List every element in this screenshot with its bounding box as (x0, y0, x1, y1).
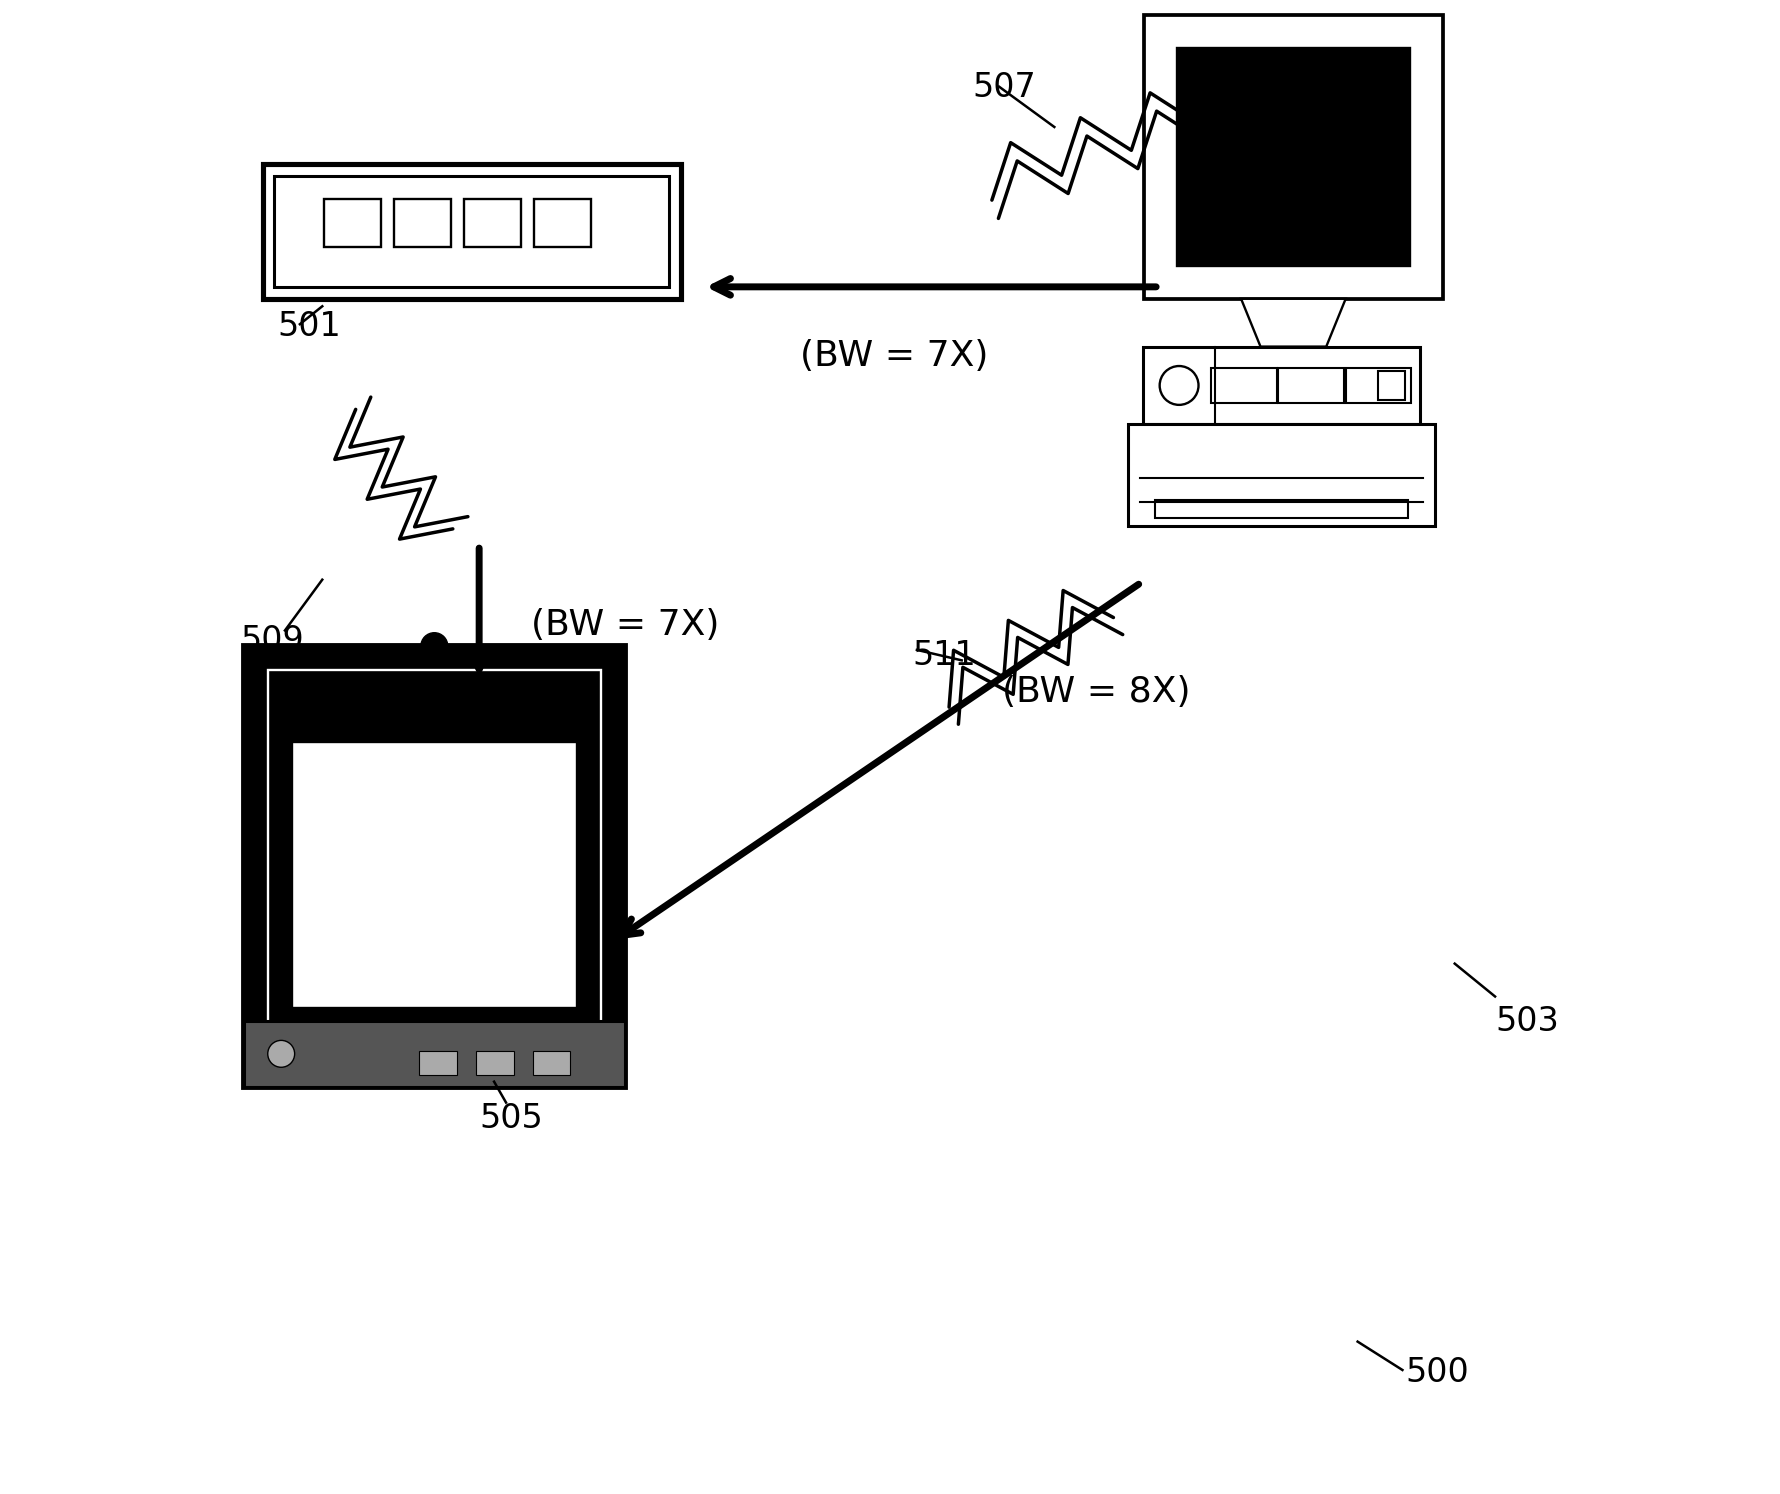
Bar (1145, 15, 1444, 299)
Text: (BW = 7X): (BW = 7X) (801, 339, 988, 374)
Text: 505: 505 (479, 1103, 543, 1135)
Bar (532, 1052, 570, 1076)
Circle shape (267, 1040, 295, 1067)
Bar (1177, 48, 1410, 266)
Bar (1143, 347, 1420, 424)
Text: (BW = 7X): (BW = 7X) (532, 608, 719, 642)
Bar (1155, 500, 1408, 518)
Bar (1378, 371, 1404, 400)
Bar (1346, 368, 1412, 403)
Text: 500: 500 (1406, 1357, 1468, 1389)
Text: (BW = 8X): (BW = 8X) (1002, 675, 1191, 710)
Bar (420, 1052, 457, 1076)
Text: 507: 507 (972, 72, 1036, 105)
Bar (244, 1020, 625, 1088)
Bar (1210, 368, 1276, 403)
Bar (267, 669, 602, 1064)
Bar (292, 743, 577, 1007)
Bar (1278, 368, 1344, 403)
Text: 511: 511 (913, 639, 975, 672)
Text: 501: 501 (278, 311, 342, 344)
Circle shape (420, 632, 449, 660)
Text: 509: 509 (240, 624, 304, 657)
Polygon shape (1241, 299, 1346, 347)
Bar (1129, 424, 1435, 526)
Bar (244, 647, 625, 1088)
Text: 503: 503 (1495, 1005, 1559, 1038)
Bar (477, 1052, 513, 1076)
